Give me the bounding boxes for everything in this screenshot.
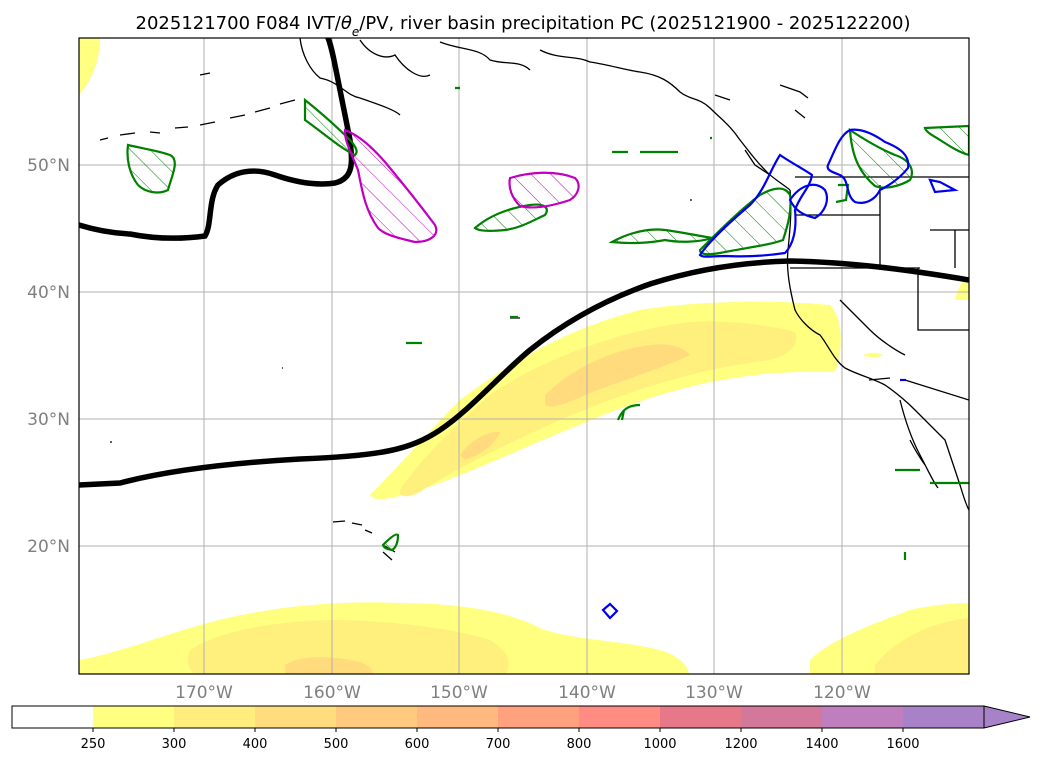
colorbar-segment <box>336 706 418 728</box>
pv-contours <box>79 38 969 488</box>
lat-label: 40°N <box>27 283 70 303</box>
lon-label: 140°W <box>558 683 616 703</box>
lon-label: 170°W <box>175 683 233 703</box>
colorbar-tick-label: 1000 <box>643 737 676 752</box>
lat-label: 20°N <box>27 537 70 557</box>
magenta-region-2 <box>508 171 580 209</box>
blue-region-5 <box>601 602 619 620</box>
green-region-7 <box>923 124 969 157</box>
ivt-south-400 <box>285 657 373 674</box>
lon-label: 150°W <box>430 683 488 703</box>
graticule <box>79 38 969 674</box>
ivt-nw-250 <box>79 38 100 95</box>
colorbar-segment <box>255 706 337 728</box>
blue-region-2 <box>826 128 910 204</box>
green-region-11 <box>895 468 969 560</box>
small-islands <box>110 199 692 443</box>
hawaii <box>332 520 396 561</box>
colorbar-tick-label: 400 <box>243 737 268 752</box>
ivt-ar-400 <box>545 344 690 407</box>
colorbar-extend-arrow <box>983 705 1031 729</box>
colorbar-tick-label: 800 <box>567 737 592 752</box>
map-title: 2025121700 F084 IVT/θe/PV, river basin p… <box>136 13 911 39</box>
green-region-6 <box>848 127 913 189</box>
map-area <box>79 38 969 674</box>
ivt-ar-400b <box>460 431 500 460</box>
green-region-5 <box>698 187 792 256</box>
west-coast <box>786 189 969 511</box>
pv-contour-main <box>79 258 969 488</box>
colorbar-segment <box>822 706 904 728</box>
baja <box>899 399 939 489</box>
colorbar-tick-label: 600 <box>405 737 430 752</box>
colorbar-segment <box>174 706 256 728</box>
blue-contours <box>601 128 959 620</box>
blue-region-3 <box>788 183 829 220</box>
colorbar-tick-label: 300 <box>162 737 187 752</box>
colorbar: 250 300 400 500 600 700 800 1000 1200 1400 1600 <box>11 705 1031 752</box>
aleutians <box>99 72 296 141</box>
ivt-south-300 <box>187 620 509 674</box>
lat-label: 30°N <box>27 410 70 430</box>
green-region-3 <box>473 203 548 232</box>
lat-labels: 50°N 40°N 30°N 20°N <box>27 156 70 557</box>
green-region-8 <box>455 86 712 154</box>
colorbar-tick-label: 1200 <box>724 737 757 752</box>
green-region-1 <box>126 143 176 194</box>
magenta-contours <box>343 128 580 244</box>
colorbar-segment <box>660 706 742 728</box>
state-borders <box>790 185 969 401</box>
colorbar-tick-label: 700 <box>486 737 511 752</box>
blue-region-4 <box>928 178 959 194</box>
lon-labels: 170°W 160°W 150°W 140°W 130°W 120°W <box>175 683 871 703</box>
colorbar-tick-label: 1400 <box>805 737 838 752</box>
pv-contour-north <box>79 38 355 241</box>
green-region-9 <box>406 315 641 421</box>
colorbar-tick-label: 500 <box>324 737 349 752</box>
blue-region-1 <box>698 153 814 258</box>
lat-label: 50°N <box>27 156 70 176</box>
ivt-small-250 <box>863 352 883 358</box>
map-frame <box>78 37 970 675</box>
ivt-shading <box>79 38 969 674</box>
colorbar-tick-label: 250 <box>81 737 106 752</box>
green-contours <box>126 86 969 560</box>
lon-label: 160°W <box>303 683 361 703</box>
colorbar-segment <box>417 706 499 728</box>
magenta-region-1 <box>343 128 438 244</box>
ivt-se-300 <box>875 618 969 674</box>
lon-label: 130°W <box>685 683 743 703</box>
bc-islands <box>714 84 809 176</box>
lon-label: 120°W <box>813 683 871 703</box>
green-region-10 <box>381 533 400 552</box>
colorbar-segment <box>12 706 94 728</box>
colorbar-segment <box>741 706 823 728</box>
colorbar-segment <box>579 706 661 728</box>
colorbar-segment <box>903 706 985 728</box>
colorbar-tick-label: 1600 <box>886 737 919 752</box>
ivt-ar-300 <box>399 321 797 497</box>
colorbar-segment <box>498 706 580 728</box>
colorbar-segment <box>93 706 175 728</box>
green-region-12 <box>835 183 850 204</box>
